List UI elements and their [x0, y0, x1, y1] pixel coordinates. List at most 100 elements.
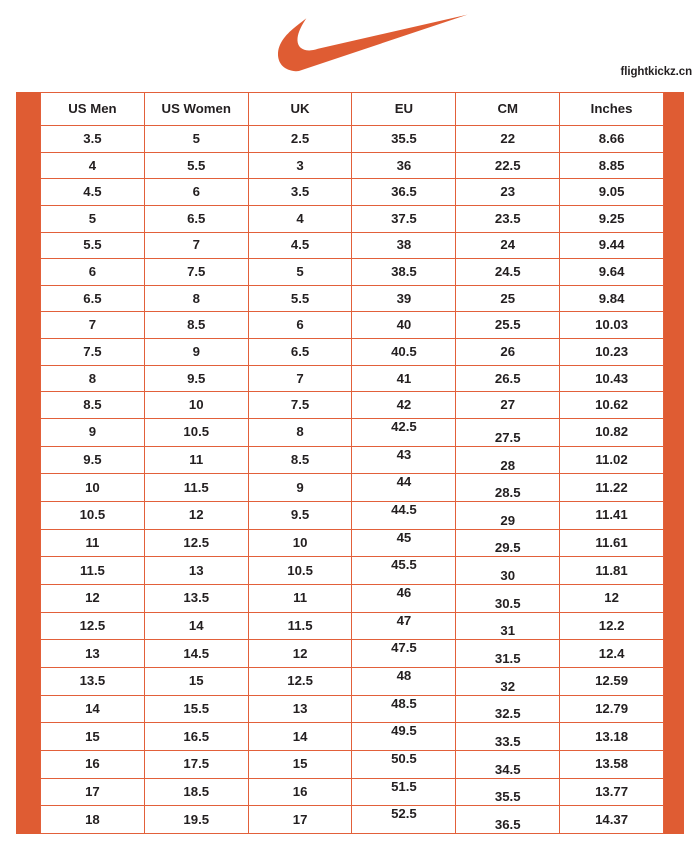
cell-cm: 25 — [455, 284, 561, 313]
cell-uswomen: 19.5 — [143, 805, 249, 834]
cell-uswomen: 9.5 — [143, 364, 249, 393]
cell-eu: 40 — [351, 311, 457, 340]
cell-inches: 9.64 — [559, 258, 664, 286]
size-table-area: US Men US Women UK EU CM Inches 3.5 5 2.5 35.5 22… — [40, 92, 664, 834]
cell-usmen: 13 — [40, 639, 145, 668]
cell-inches: 9.05 — [559, 178, 664, 206]
cell-usmen: 18 — [40, 805, 145, 834]
column-header-cm: CM — [455, 92, 561, 126]
cell-cm: 23 — [455, 178, 561, 206]
cell-inches: 11.81 — [559, 556, 664, 585]
left-accent-bar — [16, 92, 40, 834]
cell-eu: 46 — [351, 583, 457, 613]
cell-uk: 8.5 — [247, 445, 353, 475]
cell-inches: 10.23 — [559, 338, 664, 366]
size-chart: US Men US Women UK EU CM Inches 3.5 5 2.5 35.5 22… — [16, 92, 684, 834]
table-row: 10 11.5 9 44 28.5 11.22 — [40, 473, 664, 503]
table-row: 5 6.5 4 37.5 23.5 9.25 — [40, 204, 664, 233]
column-header-eu: EU — [351, 92, 457, 126]
cell-cm: 26 — [455, 338, 561, 366]
cell-uk: 7.5 — [247, 391, 353, 420]
cell-usmen: 4 — [40, 151, 145, 180]
cell-eu: 52.5 — [351, 805, 457, 834]
cell-inches: 11.41 — [559, 501, 664, 530]
size-table: US Men US Women UK EU CM Inches 3.5 5 2.5 35.5 22… — [40, 92, 664, 834]
cell-uswomen: 11.5 — [143, 473, 249, 503]
table-row: 9 10.5 8 42.5 27.5 10.82 — [40, 418, 664, 447]
table-row: 4 5.5 3 36 22.5 8.85 — [40, 151, 664, 180]
cell-usmen: 5.5 — [40, 231, 145, 260]
cell-uk: 9.5 — [247, 501, 353, 530]
cell-cm: 30.5 — [455, 583, 561, 613]
cell-usmen: 8.5 — [40, 391, 145, 420]
cell-cm: 32.5 — [455, 694, 561, 724]
table-body: 3.5 5 2.5 35.5 22 8.66 4 5.5 3 36 22.5 8.85 4.5 6 3.5 3… — [40, 125, 664, 834]
table-row: 3.5 5 2.5 35.5 22 8.66 — [40, 125, 664, 153]
cell-inches: 13.77 — [559, 777, 664, 807]
table-row: 14 15.5 13 48.5 32.5 12.79 — [40, 694, 664, 724]
table-row: 13 14.5 12 47.5 31.5 12.4 — [40, 639, 664, 668]
cell-cm: 32 — [455, 666, 561, 696]
cell-usmen: 15 — [40, 722, 145, 751]
cell-eu: 45.5 — [351, 556, 457, 585]
cell-usmen: 10 — [40, 473, 145, 503]
cell-uk: 3.5 — [247, 178, 353, 206]
cell-uswomen: 14 — [143, 611, 249, 641]
table-row: 18 19.5 17 52.5 36.5 14.37 — [40, 805, 664, 834]
cell-uk: 8 — [247, 418, 353, 447]
cell-eu: 51.5 — [351, 777, 457, 807]
cell-cm: 27 — [455, 391, 561, 420]
cell-uswomen: 11 — [143, 445, 249, 475]
cell-eu: 48.5 — [351, 694, 457, 724]
cell-cm: 35.5 — [455, 777, 561, 807]
cell-inches: 13.18 — [559, 722, 664, 751]
cell-usmen: 9 — [40, 418, 145, 447]
cell-uswomen: 5.5 — [143, 151, 249, 180]
cell-inches: 8.85 — [559, 151, 664, 180]
cell-uswomen: 9 — [143, 338, 249, 366]
cell-eu: 50.5 — [351, 749, 457, 779]
cell-cm: 24.5 — [455, 258, 561, 286]
cell-usmen: 7.5 — [40, 338, 145, 366]
cell-usmen: 10.5 — [40, 501, 145, 530]
cell-eu: 36.5 — [351, 178, 457, 206]
cell-eu: 41 — [351, 364, 457, 393]
cell-uswomen: 5 — [143, 125, 249, 153]
table-row: 8 9.5 7 41 26.5 10.43 — [40, 364, 664, 393]
cell-uswomen: 16.5 — [143, 722, 249, 751]
cell-uswomen: 7 — [143, 231, 249, 260]
cell-inches: 13.58 — [559, 749, 664, 779]
cell-uswomen: 10 — [143, 391, 249, 420]
cell-uswomen: 7.5 — [143, 258, 249, 286]
cell-usmen: 11.5 — [40, 556, 145, 585]
cell-eu: 44 — [351, 473, 457, 503]
table-row: 6 7.5 5 38.5 24.5 9.64 — [40, 258, 664, 286]
cell-uswomen: 12.5 — [143, 528, 249, 558]
cell-inches: 11.22 — [559, 473, 664, 503]
cell-uk: 11 — [247, 583, 353, 613]
cell-cm: 22 — [455, 125, 561, 153]
cell-usmen: 5 — [40, 204, 145, 233]
nike-swoosh-icon — [278, 14, 468, 72]
cell-uswomen: 13.5 — [143, 583, 249, 613]
cell-cm: 23.5 — [455, 204, 561, 233]
cell-inches: 14.37 — [559, 805, 664, 834]
table-row: 17 18.5 16 51.5 35.5 13.77 — [40, 777, 664, 807]
cell-uswomen: 8.5 — [143, 311, 249, 340]
cell-uk: 15 — [247, 749, 353, 779]
cell-inches: 10.62 — [559, 391, 664, 420]
cell-cm: 29 — [455, 501, 561, 530]
cell-uk: 12 — [247, 639, 353, 668]
table-row: 12.5 14 11.5 47 31 12.2 — [40, 611, 664, 641]
cell-cm: 25.5 — [455, 311, 561, 340]
cell-cm: 24 — [455, 231, 561, 260]
cell-uk: 10.5 — [247, 556, 353, 585]
cell-uk: 5.5 — [247, 284, 353, 313]
table-row: 7.5 9 6.5 40.5 26 10.23 — [40, 338, 664, 366]
cell-usmen: 7 — [40, 311, 145, 340]
cell-cm: 22.5 — [455, 151, 561, 180]
cell-eu: 37.5 — [351, 204, 457, 233]
cell-eu: 38 — [351, 231, 457, 260]
cell-cm: 31 — [455, 611, 561, 641]
cell-inches: 12.4 — [559, 639, 664, 668]
